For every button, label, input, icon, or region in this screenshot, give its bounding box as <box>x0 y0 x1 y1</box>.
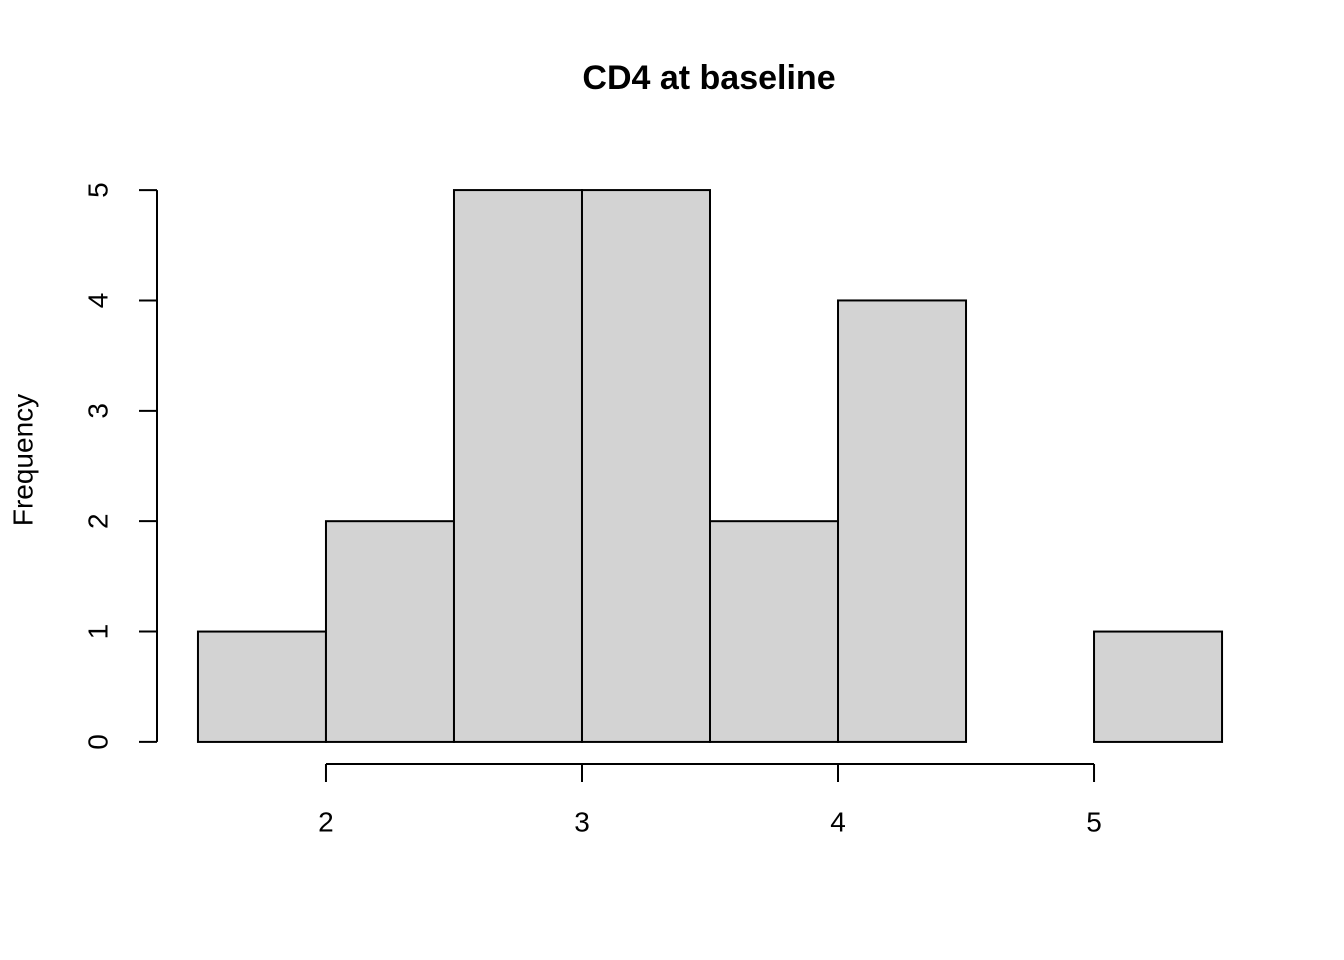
y-tick-label: 0 <box>82 734 113 750</box>
x-tick-label: 3 <box>574 806 590 837</box>
bar <box>580 189 711 743</box>
y-tick-label: 1 <box>82 624 113 640</box>
x-tick-label: 5 <box>1086 806 1102 837</box>
y-tick-label: 4 <box>82 293 113 309</box>
x-tick-label: 4 <box>830 806 846 837</box>
bar <box>324 520 455 743</box>
bar <box>452 189 583 743</box>
bar <box>837 299 968 743</box>
y-tick-label: 5 <box>82 182 113 198</box>
x-tick-label: 2 <box>318 806 334 837</box>
bar <box>196 630 327 743</box>
bar <box>1093 630 1224 743</box>
y-axis-label: Frequency <box>7 394 38 526</box>
y-tick-label: 3 <box>82 403 113 419</box>
y-tick-label: 2 <box>82 513 113 529</box>
bar <box>709 520 840 743</box>
chart-title: CD4 at baseline <box>582 59 835 97</box>
